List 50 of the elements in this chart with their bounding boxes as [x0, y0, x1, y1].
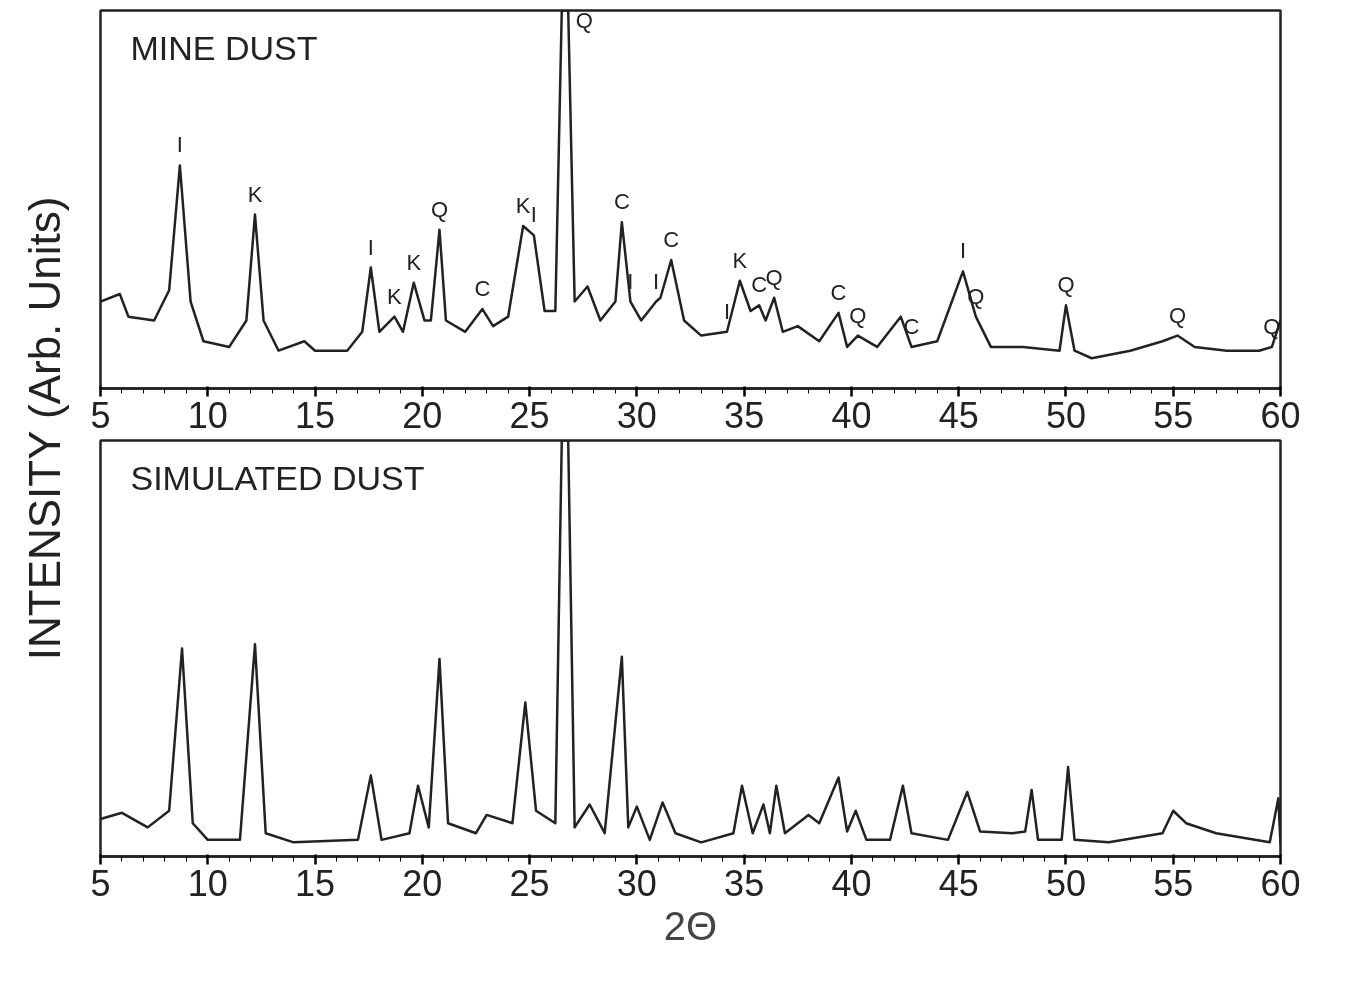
annotation: K: [387, 283, 403, 309]
annotation: C: [474, 276, 491, 302]
x-tick-label: 55: [1153, 394, 1194, 436]
x-tick-label: 5: [90, 862, 111, 904]
x-tick-label: 25: [509, 394, 550, 436]
annotation: I: [367, 234, 374, 260]
x-tick-label: 5: [90, 394, 111, 436]
x-tick-label: 20: [402, 862, 443, 904]
annotation: C: [903, 313, 920, 339]
annotation: K: [406, 249, 422, 275]
annotation: I: [653, 268, 660, 294]
x-tick-label: 60: [1260, 862, 1301, 904]
annotation: I: [530, 202, 537, 228]
x-tick-label: 10: [187, 862, 228, 904]
x-tick-label: 10: [187, 394, 228, 436]
x-axis-title: 2Θ: [663, 903, 718, 948]
x-tick-label: 15: [295, 394, 336, 436]
x-tick-label: 35: [724, 862, 765, 904]
x-tick-label: 35: [724, 394, 765, 436]
annotation: C: [830, 279, 847, 305]
annotation: I: [723, 298, 731, 324]
text: SIMULATED DUST: [130, 458, 425, 497]
text: MINE DUST: [130, 28, 318, 67]
x-tick-label: 45: [938, 394, 979, 436]
annotation: Q: [430, 196, 449, 222]
x-tick-label: 50: [1045, 394, 1086, 436]
x-tick-label: 30: [616, 862, 657, 904]
annotation: Q: [1168, 302, 1187, 328]
annotation: C: [613, 189, 630, 215]
x-tick-label: 40: [831, 862, 872, 904]
annotation: K: [732, 247, 748, 273]
x-tick-label: 40: [831, 394, 872, 436]
annotation: C: [663, 226, 680, 252]
x-tick-label: 30: [616, 394, 657, 436]
annotation: K: [515, 192, 531, 218]
x-tick-label: 15: [295, 862, 336, 904]
annotation: Q: [575, 8, 593, 34]
annotation: K: [247, 181, 263, 207]
annotation: Q: [1057, 272, 1075, 298]
annotation: I: [176, 132, 183, 158]
x-tick-label: 20: [402, 394, 443, 436]
x-tick-label: 25: [509, 862, 550, 904]
annotation: I: [959, 238, 967, 264]
x-tick-label: 45: [938, 862, 979, 904]
annotation: Q: [849, 302, 867, 328]
annotation: Q: [765, 264, 783, 290]
x-tick-label: 50: [1045, 862, 1086, 904]
x-tick-label: 55: [1153, 862, 1194, 904]
y-axis-title: INTENSITY (Arb. Units): [20, 196, 69, 661]
x-tick-label: 60: [1260, 394, 1301, 436]
